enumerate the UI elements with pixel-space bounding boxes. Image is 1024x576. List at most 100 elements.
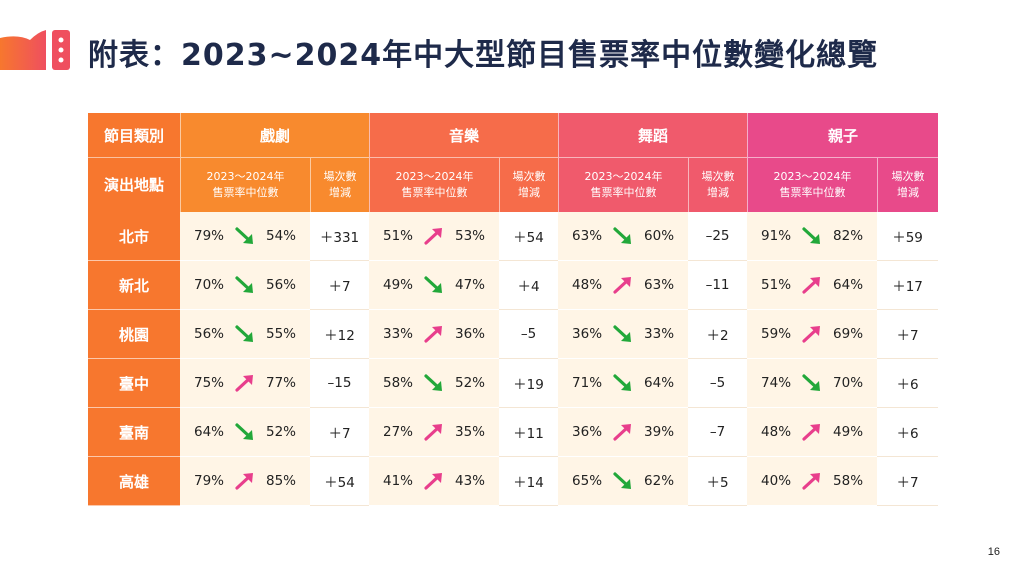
median-column-header: 2023～2024年 售票率中位數 [369,158,500,212]
median-2024-value: 52% [265,424,296,440]
show-count-delta: ＋6 [877,359,939,408]
median-2023-value: 58% [383,375,414,391]
corner-location-header: 演出地點 [88,158,180,212]
median-change-cell: 36% 33% [558,310,689,359]
show-count-delta: ＋17 [877,261,939,310]
arrow-down-icon [612,472,634,490]
location-label: 臺中 [88,359,180,408]
median-2023-value: 36% [572,424,603,440]
median-2024-value: 63% [644,277,675,293]
show-count-delta: ＋331 [310,212,370,261]
median-2024-value: 55% [265,326,296,342]
ticket-logo-icon [0,30,70,70]
median-2023-value: 71% [572,375,603,391]
median-change-table: 節目類別 戲劇 音樂 舞蹈 親子 演出地點 2023～2024年 售票率中位數 場次數 增減… [88,113,939,506]
arrow-up-icon [423,325,445,343]
median-2024-value: 53% [455,228,486,244]
show-count-delta: ＋5 [688,457,748,506]
median-2023-value: 70% [193,277,224,293]
show-count-delta: ＋6 [877,408,939,457]
median-2023-value: 48% [572,277,603,293]
arrow-down-icon [612,374,634,392]
median-2023-value: 79% [193,473,224,489]
category-header: 舞蹈 [558,113,748,158]
table-row: 高雄 79% 85% ＋54 41% 43% ＋14 65% 62% ＋5 40% 58% ＋7 [88,457,939,506]
arrow-up-icon [234,472,256,490]
arrow-up-icon [801,472,823,490]
location-label: 桃園 [88,310,180,359]
median-2024-value: 64% [644,375,675,391]
arrow-up-icon [801,423,823,441]
arrow-down-icon [801,227,823,245]
table-row: 桃園 56% 55% ＋12 33% 36% –5 36% 33% ＋2 59% 69% ＋7 [88,310,939,359]
median-change-cell: 75% 77% [180,359,310,408]
median-change-cell: 59% 69% [747,310,878,359]
show-count-delta: ＋7 [877,457,939,506]
arrow-down-icon [234,423,256,441]
median-change-cell: 91% 82% [747,212,878,261]
median-2024-value: 69% [833,326,864,342]
median-2023-value: 49% [383,277,414,293]
median-change-cell: 48% 63% [558,261,689,310]
show-count-delta: ＋7 [310,261,370,310]
show-count-delta: ＋12 [310,310,370,359]
median-2024-value: 82% [833,228,864,244]
median-change-cell: 79% 54% [180,212,310,261]
show-count-delta: –11 [688,261,748,310]
median-change-cell: 49% 47% [369,261,500,310]
median-change-cell: 64% 52% [180,408,310,457]
show-count-delta: ＋14 [499,457,559,506]
median-2023-value: 40% [761,473,792,489]
table-row: 新北 70% 56% ＋7 49% 47% ＋4 48% 63% –11 51% 64% ＋17 [88,261,939,310]
median-2024-value: 58% [833,473,864,489]
median-change-cell: 33% 36% [369,310,500,359]
median-2024-value: 60% [644,228,675,244]
table-row: 北市 79% 54% ＋331 51% 53% ＋54 63% 60% –25 91% 82% ＋59 [88,212,939,261]
median-column-header: 2023～2024年 售票率中位數 [558,158,689,212]
delta-column-header: 場次數 增減 [688,158,748,212]
show-count-delta: –5 [688,359,748,408]
median-2024-value: 52% [455,375,486,391]
median-change-cell: 74% 70% [747,359,878,408]
arrow-up-icon [234,374,256,392]
arrow-up-icon [801,325,823,343]
median-2023-value: 27% [383,424,414,440]
median-change-cell: 40% 58% [747,457,878,506]
show-count-delta: ＋2 [688,310,748,359]
median-change-cell: 27% 35% [369,408,500,457]
median-2023-value: 74% [761,375,792,391]
median-change-cell: 51% 64% [747,261,878,310]
arrow-down-icon [423,276,445,294]
median-2024-value: 64% [833,277,864,293]
median-2023-value: 51% [761,277,792,293]
median-2023-value: 56% [193,326,224,342]
location-label: 高雄 [88,457,180,506]
median-2024-value: 85% [265,473,296,489]
location-label: 北市 [88,212,180,261]
median-change-cell: 79% 85% [180,457,310,506]
arrow-down-icon [234,227,256,245]
median-2024-value: 47% [455,277,486,293]
show-count-delta: –5 [499,310,559,359]
median-change-cell: 48% 49% [747,408,878,457]
show-count-delta: ＋11 [499,408,559,457]
show-count-delta: ＋19 [499,359,559,408]
arrow-down-icon [234,325,256,343]
arrow-down-icon [234,276,256,294]
median-2023-value: 41% [383,473,414,489]
arrow-down-icon [612,227,634,245]
median-2024-value: 39% [644,424,675,440]
median-2024-value: 35% [455,424,486,440]
median-change-cell: 71% 64% [558,359,689,408]
show-count-delta: ＋54 [310,457,370,506]
median-2023-value: 79% [193,228,224,244]
corner-category-header: 節目類別 [88,113,180,158]
category-header: 音樂 [369,113,559,158]
show-count-delta: ＋7 [877,310,939,359]
location-label: 臺南 [88,408,180,457]
delta-column-header: 場次數 增減 [499,158,559,212]
show-count-delta: ＋54 [499,212,559,261]
category-header: 親子 [747,113,939,158]
median-change-cell: 65% 62% [558,457,689,506]
arrow-up-icon [423,227,445,245]
